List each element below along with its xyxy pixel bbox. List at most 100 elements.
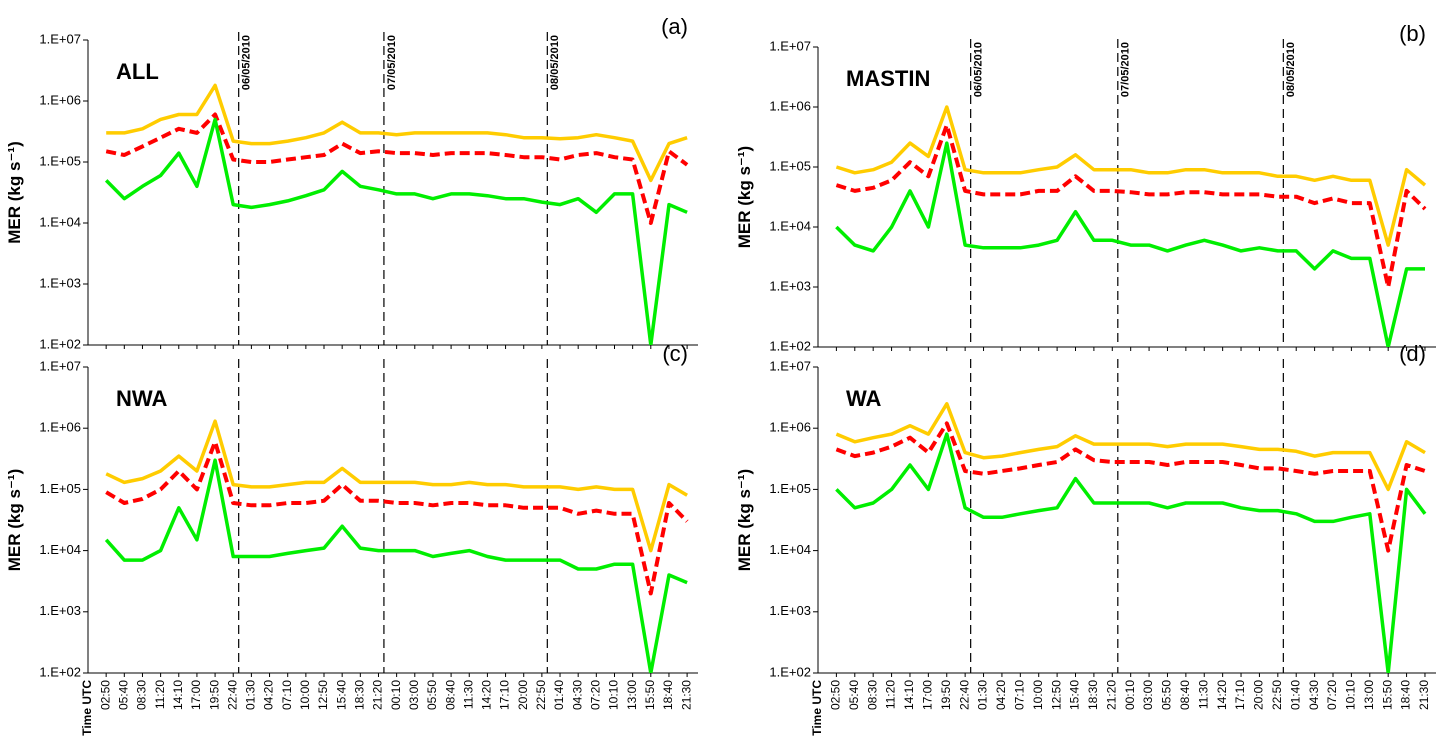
y-tick-label: 1.E+07 xyxy=(39,31,81,46)
x-tick-label: 07:10 xyxy=(1012,680,1026,710)
x-tick-label: 19:50 xyxy=(939,680,953,710)
x-tick-label: 14:20 xyxy=(480,680,494,710)
x-tick-label: 11:30 xyxy=(1196,680,1210,709)
panel-label: ALL xyxy=(116,59,159,84)
x-tick-label: 10:10 xyxy=(1344,680,1358,710)
y-tick-label: 1.E+03 xyxy=(39,275,81,290)
x-tick-label: 04:20 xyxy=(994,680,1008,710)
x-tick-label: 11:20 xyxy=(153,680,167,709)
y-tick-label: 1.E+04 xyxy=(39,214,81,229)
series-line xyxy=(105,419,688,553)
panel-title: (d) xyxy=(1399,341,1426,366)
y-axis-label: MER (kg s⁻¹) xyxy=(735,469,754,571)
x-tick-label: 11:20 xyxy=(884,680,898,709)
x-tick-label: 22:50 xyxy=(1270,680,1284,710)
x-tick-label: 05:40 xyxy=(847,680,861,710)
x-tick-label: 01:30 xyxy=(976,680,990,710)
date-label: 06/05/2010 xyxy=(241,35,253,90)
x-tick-label: 22:40 xyxy=(225,680,239,710)
x-tick-label: 20:00 xyxy=(1252,680,1266,710)
x-tick-label: 15:40 xyxy=(1068,680,1082,710)
x-tick-label: 18:30 xyxy=(352,680,366,710)
y-tick-label: 1.E+07 xyxy=(769,358,811,373)
series-line xyxy=(105,439,689,596)
series-line xyxy=(104,458,688,673)
y-tick-label: 1.E+06 xyxy=(39,92,81,107)
x-tick-label: 21:30 xyxy=(679,680,693,710)
x-tick-label: 07:10 xyxy=(280,680,294,710)
x-tick-label: 18:40 xyxy=(661,680,675,710)
series-line xyxy=(835,402,1426,492)
x-tick-label: 10:00 xyxy=(1031,680,1045,710)
panel-title: (a) xyxy=(661,14,688,39)
x-tick-label: 01:40 xyxy=(552,680,566,710)
x-tick-label: 00:10 xyxy=(389,680,403,710)
y-tick-label: 1.E+06 xyxy=(769,98,811,113)
panel-title: (c) xyxy=(662,341,688,366)
x-tick-label: 02:50 xyxy=(829,680,843,710)
series-line xyxy=(835,432,1427,673)
x-tick-label: 12:50 xyxy=(1049,680,1063,710)
y-tick-label: 1.E+04 xyxy=(769,542,811,557)
x-tick-label: 15:40 xyxy=(334,680,348,710)
x-tick-label: 17:10 xyxy=(498,680,512,710)
x-tick-label: 15:50 xyxy=(1380,680,1394,710)
date-label: 07/05/2010 xyxy=(1120,42,1132,97)
y-tick-label: 1.E+02 xyxy=(39,664,81,679)
y-tick-label: 1.E+03 xyxy=(39,603,81,618)
x-tick-label: 14:10 xyxy=(171,680,185,710)
series-line xyxy=(106,83,688,183)
x-tick-label: 11:30 xyxy=(461,680,475,709)
y-tick-label: 1.E+05 xyxy=(769,158,811,173)
panel-label: MASTIN xyxy=(846,66,930,91)
x-tick-label: 15:50 xyxy=(643,680,657,710)
y-tick-label: 1.E+04 xyxy=(39,542,81,557)
x-tick-label: 17:00 xyxy=(189,680,203,710)
date-label: 08/05/2010 xyxy=(1285,42,1297,97)
x-tick-label: 07:20 xyxy=(1325,680,1339,710)
y-tick-label: 1.E+07 xyxy=(39,358,81,373)
x-tick-label: 21:30 xyxy=(1417,680,1431,710)
panel-title: (b) xyxy=(1399,21,1426,46)
series-line xyxy=(105,112,689,225)
x-tick-label: 22:50 xyxy=(534,680,548,710)
y-tick-label: 1.E+05 xyxy=(39,481,81,496)
x-tick-label: 12:50 xyxy=(316,680,330,710)
x-tick-label: 13:00 xyxy=(625,680,639,710)
y-tick-label: 1.E+02 xyxy=(39,336,81,351)
y-tick-label: 1.E+05 xyxy=(769,481,811,496)
y-tick-label: 1.E+06 xyxy=(769,420,811,435)
y-tick-label: 1.E+04 xyxy=(769,218,811,233)
y-axis-label: MER (kg s⁻¹) xyxy=(735,146,754,248)
x-tick-label: 18:40 xyxy=(1399,680,1413,710)
series-line xyxy=(835,123,1427,289)
x-tick-label: 03:00 xyxy=(1141,680,1155,710)
x-tick-label: 08:30 xyxy=(135,680,149,710)
x-tick-label: 05:50 xyxy=(1160,680,1174,710)
y-tick-label: 1.E+05 xyxy=(39,153,81,168)
x-tick-label: 08:30 xyxy=(865,680,879,710)
series-line xyxy=(835,141,1425,347)
y-tick-label: 1.E+07 xyxy=(769,38,811,53)
y-axis-label: MER (kg s⁻¹) xyxy=(5,141,24,243)
y-tick-label: 1.E+02 xyxy=(769,664,811,679)
panel: 1.E+02 1.E+03 1.E+04 1.E+05 1.E+06 1.E+07 02:5… xyxy=(5,341,698,736)
x-tick-label: 08:40 xyxy=(443,680,457,710)
series-line xyxy=(104,117,688,345)
x-tick-label: 21:20 xyxy=(1104,680,1118,710)
x-tick-label: 05:50 xyxy=(425,680,439,710)
x-tick-label: 03:00 xyxy=(407,680,421,710)
x-tick-label: 10:10 xyxy=(607,680,621,710)
panel: 1.E+02 1.E+03 1.E+04 1.E+05 1.E+06 1.E+07 MER … xyxy=(735,21,1436,353)
x-tick-label: 05:40 xyxy=(116,680,130,710)
panel: 1.E+02 1.E+03 1.E+04 1.E+05 1.E+06 1.E+07 MER … xyxy=(5,14,698,351)
x-tick-label: 17:10 xyxy=(1233,680,1247,710)
x-tick-label: 19:50 xyxy=(207,680,221,710)
y-tick-label: 1.E+03 xyxy=(769,278,811,293)
x-tick-label: 00:10 xyxy=(1123,680,1137,710)
y-tick-label: 1.E+02 xyxy=(769,338,811,353)
x-tick-label: 17:00 xyxy=(921,680,935,710)
x-tick-label: 10:00 xyxy=(298,680,312,710)
x-tick-label: 14:10 xyxy=(902,680,916,710)
